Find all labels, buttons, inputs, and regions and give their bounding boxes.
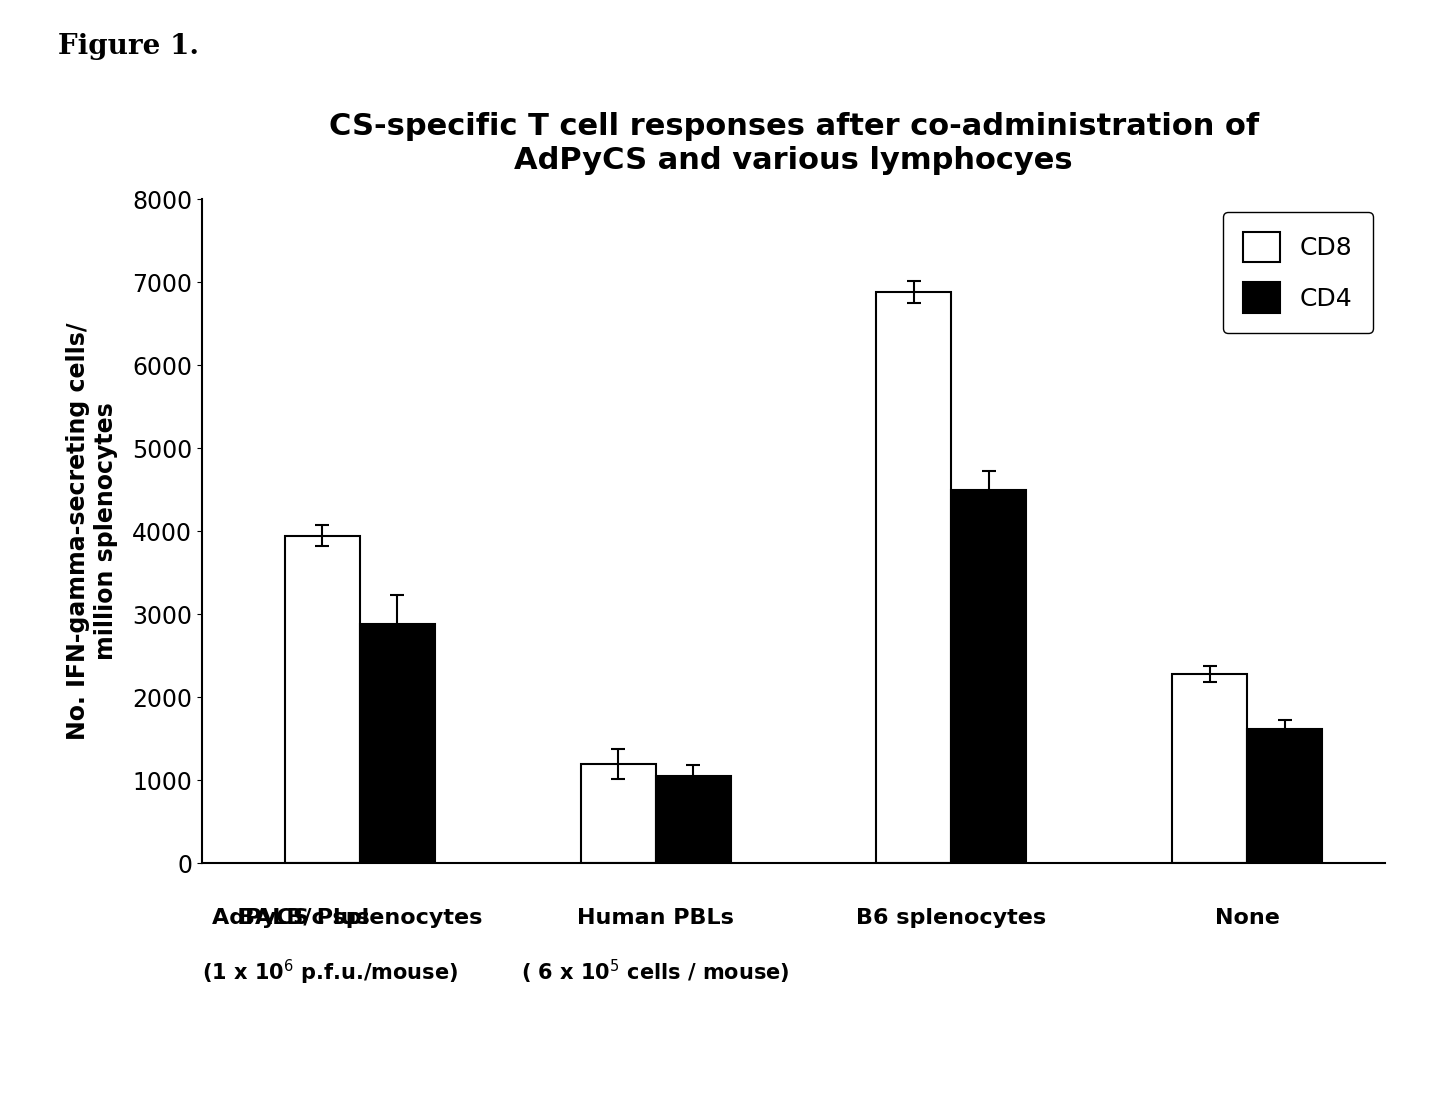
Text: Human PBLs: Human PBLs — [577, 908, 734, 928]
Y-axis label: No. IFN-gamma-secreting cells/
million splenocytes: No. IFN-gamma-secreting cells/ million s… — [66, 322, 118, 741]
Bar — [951, 490, 1026, 863]
Text: ( 6 x 10$^5$ cells / mouse): ( 6 x 10$^5$ cells / mouse) — [521, 958, 789, 985]
Text: Figure 1.: Figure 1. — [58, 33, 199, 60]
Text: AdPyCS Plus: AdPyCS Plus — [212, 908, 369, 928]
Text: None: None — [1215, 908, 1280, 928]
Bar — [580, 764, 655, 863]
Legend: CD8, CD4: CD8, CD4 — [1222, 211, 1372, 333]
Title: CS-specific T cell responses after co-administration of
AdPyCS and various lymph: CS-specific T cell responses after co-ad… — [329, 112, 1258, 175]
Text: (1 x 10$^6$ p.f.u./mouse): (1 x 10$^6$ p.f.u./mouse) — [202, 958, 459, 986]
Bar — [1247, 730, 1322, 863]
Text: BALB/c splenocytes: BALB/c splenocytes — [238, 908, 482, 928]
Bar — [655, 776, 730, 863]
Bar — [1172, 674, 1247, 863]
Bar — [359, 624, 434, 863]
Text: B6 splenocytes: B6 splenocytes — [856, 908, 1046, 928]
Bar — [876, 292, 951, 863]
Bar — [284, 536, 359, 863]
